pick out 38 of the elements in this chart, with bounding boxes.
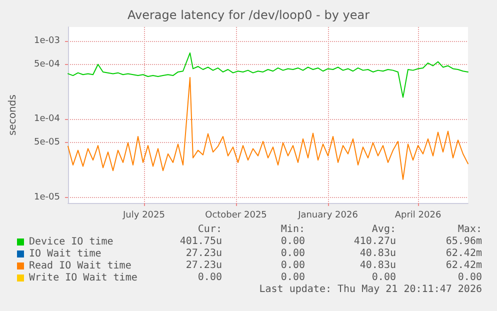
text: Min: (280, 224, 305, 236)
text: 40.83u (360, 248, 396, 260)
text: 0.00 (280, 236, 305, 248)
chart-title: Average latency for /dev/loop0 - by year (127, 8, 370, 22)
legend-label: IO Wait time (29, 248, 102, 260)
y-axis-title: seconds (8, 94, 18, 136)
x-tick-label: January 2026 (297, 210, 358, 220)
y-tick-label: 1e-04 (34, 114, 60, 124)
text: 0.00 (280, 248, 305, 260)
legend-label: Device IO time (29, 236, 114, 248)
text: Cur: (198, 224, 222, 236)
legend-label: Read IO Wait time (29, 260, 132, 272)
text: 410.27u (354, 236, 396, 248)
text: Max: (458, 224, 482, 236)
text: Last update: Thu May 21 20:11:47 2026 (259, 284, 482, 296)
x-tick-label: July 2025 (122, 210, 165, 220)
text: Avg: (372, 224, 396, 236)
text: 65.96m (446, 236, 482, 248)
y-tick-label: 1e-05 (34, 192, 60, 202)
line-series (68, 77, 468, 180)
y-tick-label: 5e-05 (34, 138, 60, 148)
text: 0.00 (280, 260, 305, 272)
legend-label: Write IO Wait time (29, 272, 138, 284)
line-series (68, 52, 468, 98)
text: 40.83u (360, 260, 396, 272)
text: 401.75u (180, 236, 222, 248)
x-tick-label: April 2026 (394, 210, 442, 220)
text: 0.00 (372, 272, 396, 284)
y-tick-label: 1e-03 (34, 36, 60, 46)
text: 0.00 (198, 272, 222, 284)
text: 0.00 (280, 272, 305, 284)
text: 0.00 (458, 272, 482, 284)
y-tick-label: 5e-04 (34, 59, 60, 70)
x-tick-label: October 2025 (205, 210, 267, 220)
text: 62.42m (446, 260, 482, 272)
text: 27.23u (186, 260, 222, 272)
text: 27.23u (186, 248, 222, 260)
text: 62.42m (446, 248, 482, 260)
